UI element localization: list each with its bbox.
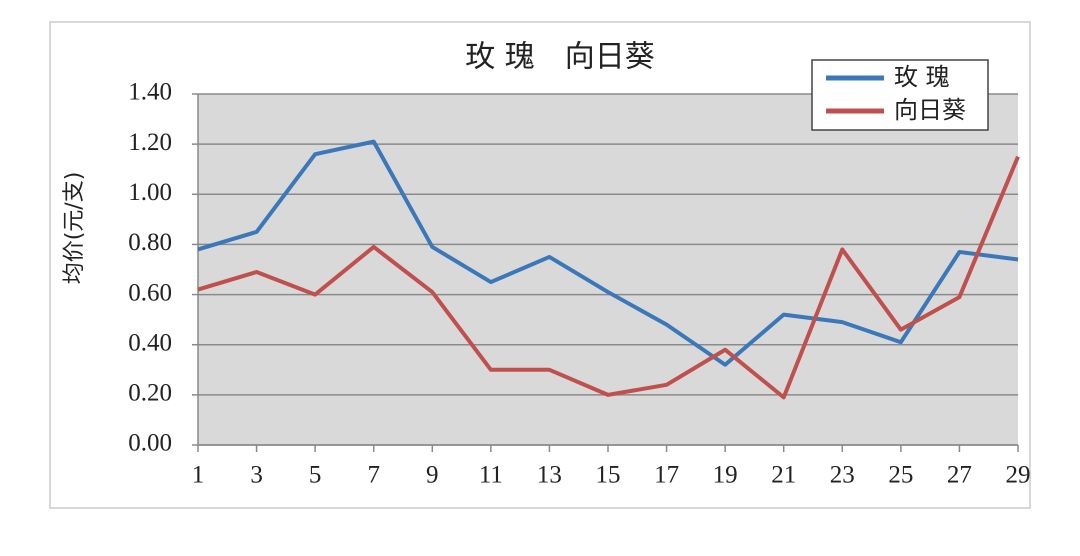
y-tick-label: 0.20 bbox=[128, 380, 172, 407]
x-tick-label: 3 bbox=[250, 462, 263, 489]
y-tick-label: 0.40 bbox=[128, 329, 172, 356]
x-tick-label: 13 bbox=[537, 462, 562, 489]
chart-title: 玫 瑰 向日葵 bbox=[465, 40, 655, 75]
x-tick-label: 5 bbox=[309, 462, 322, 489]
x-tick-label: 9 bbox=[426, 462, 439, 489]
x-tick-label: 15 bbox=[596, 462, 621, 489]
x-tick-label: 29 bbox=[1006, 462, 1031, 489]
series-line bbox=[197, 139, 1019, 367]
y-tick-label: 1.40 bbox=[128, 79, 172, 106]
y-tick-label: 0.80 bbox=[128, 229, 172, 256]
y-tick-label: 1.20 bbox=[128, 129, 172, 156]
series-line bbox=[197, 155, 1020, 400]
plot-area bbox=[198, 94, 1018, 445]
legend-box bbox=[811, 59, 989, 131]
x-tick-label: 21 bbox=[771, 462, 796, 489]
x-tick-label: 23 bbox=[830, 462, 855, 489]
x-tick-label: 1 bbox=[192, 462, 205, 489]
y-axis-label: 均价(元/支) bbox=[62, 172, 87, 285]
legend-label: 玫 瑰 bbox=[894, 63, 950, 91]
x-tick-label: 17 bbox=[654, 462, 679, 489]
x-tick-label: 25 bbox=[888, 462, 913, 489]
x-tick-label: 11 bbox=[479, 462, 503, 489]
x-tick-label: 27 bbox=[947, 462, 972, 489]
x-tick-label: 19 bbox=[713, 462, 738, 489]
x-tick-label: 7 bbox=[367, 462, 380, 489]
y-tick-label: 0.00 bbox=[128, 430, 172, 457]
y-tick-label: 1.00 bbox=[128, 179, 172, 206]
y-tick-label: 0.60 bbox=[128, 279, 172, 306]
legend-label: 向日葵 bbox=[894, 96, 966, 124]
